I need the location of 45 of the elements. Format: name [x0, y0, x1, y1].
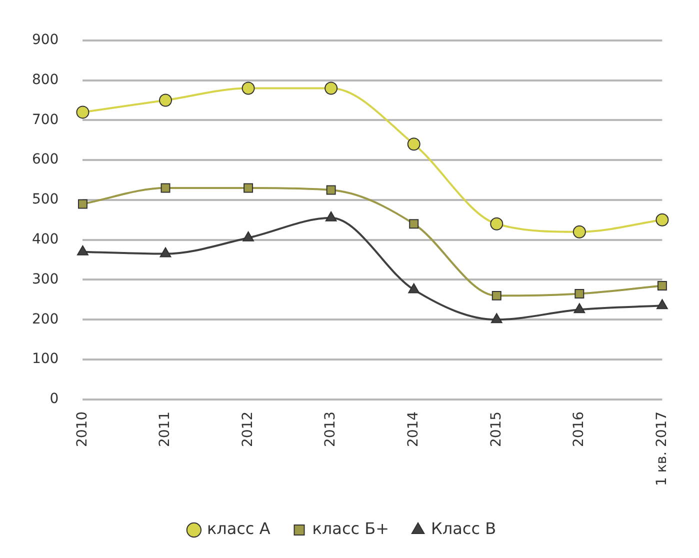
- y-tick-label: 100: [32, 351, 59, 368]
- x-tick-label: 2012: [240, 411, 256, 448]
- y-tick-label: 800: [32, 72, 59, 88]
- point: [160, 183, 170, 193]
- point: [408, 283, 420, 294]
- point: [409, 219, 419, 229]
- point: [78, 199, 88, 209]
- point: [242, 82, 255, 95]
- point: [492, 290, 502, 300]
- y-tick-label: 300: [32, 271, 59, 288]
- point: [407, 138, 420, 151]
- x-tick-label: 2013: [322, 411, 339, 448]
- point: [490, 217, 504, 230]
- y-tick-label: 500: [32, 192, 59, 208]
- x-tick-label: 2014: [405, 411, 422, 448]
- x-tick-label: 2010: [74, 411, 90, 448]
- x-tick-label: 2015: [488, 411, 504, 448]
- point: [656, 213, 669, 226]
- point: [76, 106, 90, 119]
- point: [242, 231, 254, 242]
- point: [490, 313, 502, 324]
- x-tick-label: 2016: [571, 411, 588, 448]
- point: [572, 225, 586, 238]
- x-tick-label: 2011: [157, 411, 174, 448]
- point: [325, 211, 337, 222]
- point: [326, 185, 336, 195]
- y-tick-label: 400: [32, 231, 59, 248]
- x-tick-label: 1 кв. 2017: [654, 411, 670, 486]
- point: [574, 288, 584, 298]
- point: [159, 94, 172, 107]
- y-tick-label: 900: [32, 32, 59, 48]
- y-tick-label: 200: [32, 311, 59, 328]
- legend-label: Класс В: [431, 519, 496, 538]
- y-tick-label: 600: [32, 152, 59, 168]
- y-tick-label: 700: [32, 112, 59, 128]
- y-tick-label: 0: [50, 391, 59, 408]
- legend-label: класс Б+: [312, 519, 390, 538]
- point: [656, 299, 668, 310]
- point: [657, 280, 667, 290]
- point: [244, 183, 254, 193]
- point: [574, 303, 586, 314]
- point: [160, 247, 172, 258]
- legend-label: класс А: [206, 519, 270, 538]
- point: [324, 82, 338, 95]
- point: [77, 245, 88, 256]
